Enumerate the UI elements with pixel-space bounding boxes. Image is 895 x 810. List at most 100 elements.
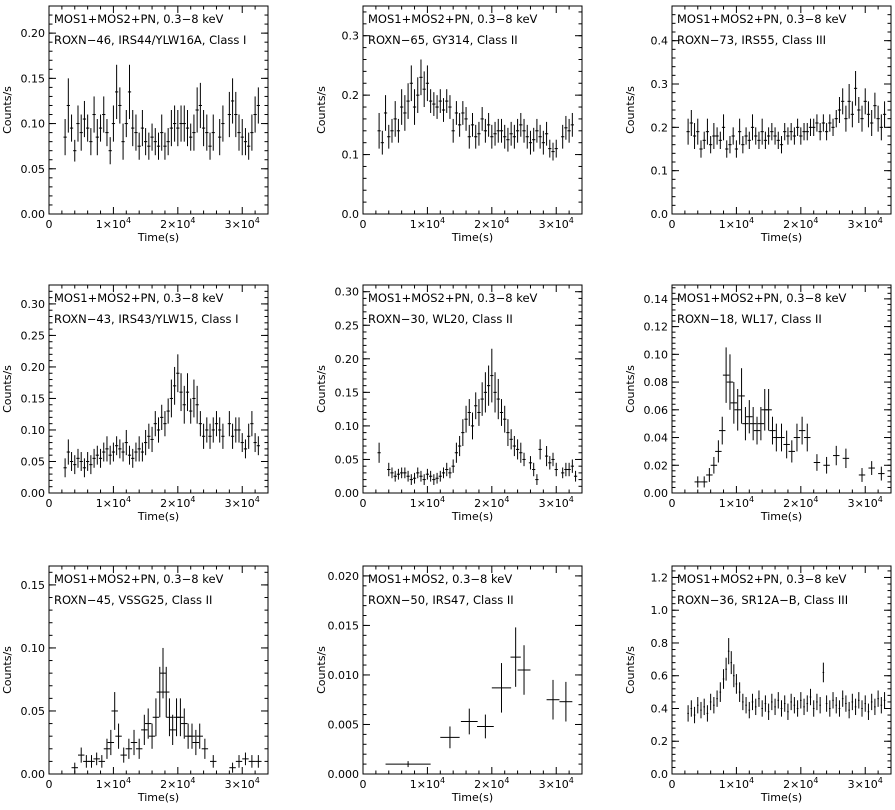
data-point bbox=[848, 701, 850, 719]
data-point bbox=[753, 416, 761, 445]
data-point bbox=[715, 440, 722, 463]
x-tick-label-mantissa: 1×10 bbox=[719, 778, 749, 791]
x-tick-label-mantissa: 2×10 bbox=[474, 218, 504, 231]
x-tick-label-mantissa: 3×10 bbox=[225, 218, 255, 231]
data-point bbox=[131, 110, 135, 147]
x-tick-label: 0 bbox=[46, 497, 53, 510]
data-point bbox=[147, 132, 151, 160]
data-point bbox=[687, 705, 689, 722]
data-point bbox=[748, 701, 751, 719]
data-point bbox=[63, 458, 67, 478]
data-point bbox=[82, 100, 87, 138]
x-tick-label-mantissa: 3×10 bbox=[225, 497, 255, 510]
data-point bbox=[205, 417, 209, 443]
data-point bbox=[71, 762, 78, 773]
x-tick-label: 3×104 bbox=[539, 776, 574, 791]
x-tick-label-mantissa: 3×10 bbox=[539, 218, 569, 231]
y-tick-label: 0.04 bbox=[644, 432, 669, 445]
data-point bbox=[396, 468, 401, 480]
x-axis-label: Time(s) bbox=[760, 510, 802, 523]
x-tick-label-mantissa: 1×10 bbox=[719, 497, 749, 510]
y-tick-label: 0.2 bbox=[651, 121, 669, 134]
x-tick-label: 0 bbox=[46, 778, 53, 791]
y-tick-label: 0.05 bbox=[21, 455, 46, 468]
data-point bbox=[749, 407, 757, 441]
energy-band-annotation: MOS1+MOS2, 0.3−8 keV bbox=[368, 572, 512, 586]
data-point bbox=[458, 112, 462, 137]
x-tick-label-mantissa: 3×10 bbox=[848, 218, 878, 231]
data-point bbox=[227, 411, 231, 437]
data-point bbox=[483, 372, 487, 413]
y-tick-label: 0.20 bbox=[21, 361, 46, 374]
data-point bbox=[403, 467, 407, 479]
x-tick-label-mantissa: 1×10 bbox=[719, 218, 749, 231]
source-annotation: ROXN−36, SR12A−B, Class III bbox=[677, 593, 848, 607]
data-point bbox=[63, 119, 67, 156]
data-point bbox=[73, 455, 77, 475]
data-point bbox=[867, 703, 870, 720]
data-point bbox=[866, 101, 871, 128]
data-point bbox=[409, 65, 413, 102]
x-tick-label-mantissa: 2×10 bbox=[160, 497, 190, 510]
data-point bbox=[147, 423, 151, 449]
y-tick-label: 0.15 bbox=[21, 72, 46, 85]
data-point bbox=[787, 703, 789, 720]
data-point bbox=[532, 462, 536, 477]
data-point bbox=[496, 378, 500, 420]
x-tick-label-mantissa: 2×10 bbox=[783, 497, 813, 510]
y-tick-label: 0.10 bbox=[335, 420, 360, 433]
data-point bbox=[240, 119, 244, 156]
x-tick-label: 3×104 bbox=[539, 216, 574, 231]
lightcurve-points bbox=[63, 354, 260, 478]
data-point bbox=[778, 423, 785, 452]
data-point bbox=[564, 115, 568, 140]
data-point bbox=[570, 112, 574, 137]
data-point bbox=[535, 118, 539, 143]
data-point bbox=[218, 417, 222, 443]
data-point bbox=[461, 419, 465, 447]
data-point bbox=[256, 87, 260, 124]
source-annotation: ROXN−30, WL20, Class II bbox=[368, 312, 513, 326]
data-point bbox=[406, 83, 410, 119]
data-point bbox=[742, 693, 744, 711]
data-point bbox=[242, 752, 249, 766]
data-point bbox=[503, 124, 507, 149]
x-tick-label: 2×104 bbox=[783, 495, 818, 510]
data-point bbox=[441, 98, 446, 122]
data-point bbox=[809, 688, 812, 706]
data-point bbox=[822, 662, 825, 683]
y-tick-label: 0.15 bbox=[21, 579, 46, 592]
data-point bbox=[89, 455, 93, 475]
data-point bbox=[66, 78, 70, 133]
data-point bbox=[451, 118, 455, 143]
lightcurve-panel-3: 0.00.10.20.30.40 1×104 2×104 3×104Time(s)Co… bbox=[624, 5, 892, 244]
data-point bbox=[438, 89, 442, 113]
x-tick-label-exponent: 4 bbox=[255, 216, 260, 225]
data-point bbox=[745, 697, 747, 714]
data-point bbox=[758, 690, 760, 707]
data-point bbox=[454, 101, 459, 125]
x-tick-label: 2×104 bbox=[474, 776, 509, 791]
data-point bbox=[127, 445, 132, 465]
data-point bbox=[156, 417, 161, 443]
data-point bbox=[380, 130, 384, 155]
plot-frame bbox=[671, 565, 892, 775]
data-point bbox=[480, 107, 484, 131]
data-point bbox=[751, 693, 754, 711]
data-point bbox=[767, 127, 771, 145]
data-point bbox=[783, 695, 786, 712]
data-point bbox=[470, 412, 475, 440]
x-tick-label-mantissa: 2×10 bbox=[474, 497, 504, 510]
y-tick-label: 0.15 bbox=[335, 386, 360, 399]
y-axis-label: Counts/s bbox=[315, 365, 328, 413]
data-point bbox=[153, 128, 157, 156]
data-point bbox=[77, 747, 85, 763]
data-point bbox=[750, 114, 755, 141]
plot-frame bbox=[48, 565, 269, 775]
lightcurve-points bbox=[377, 348, 578, 485]
data-point bbox=[192, 729, 200, 756]
data-point bbox=[82, 458, 87, 478]
data-point bbox=[137, 132, 141, 160]
y-tick-label: 0.06 bbox=[644, 404, 669, 417]
plot-frame bbox=[362, 5, 583, 215]
